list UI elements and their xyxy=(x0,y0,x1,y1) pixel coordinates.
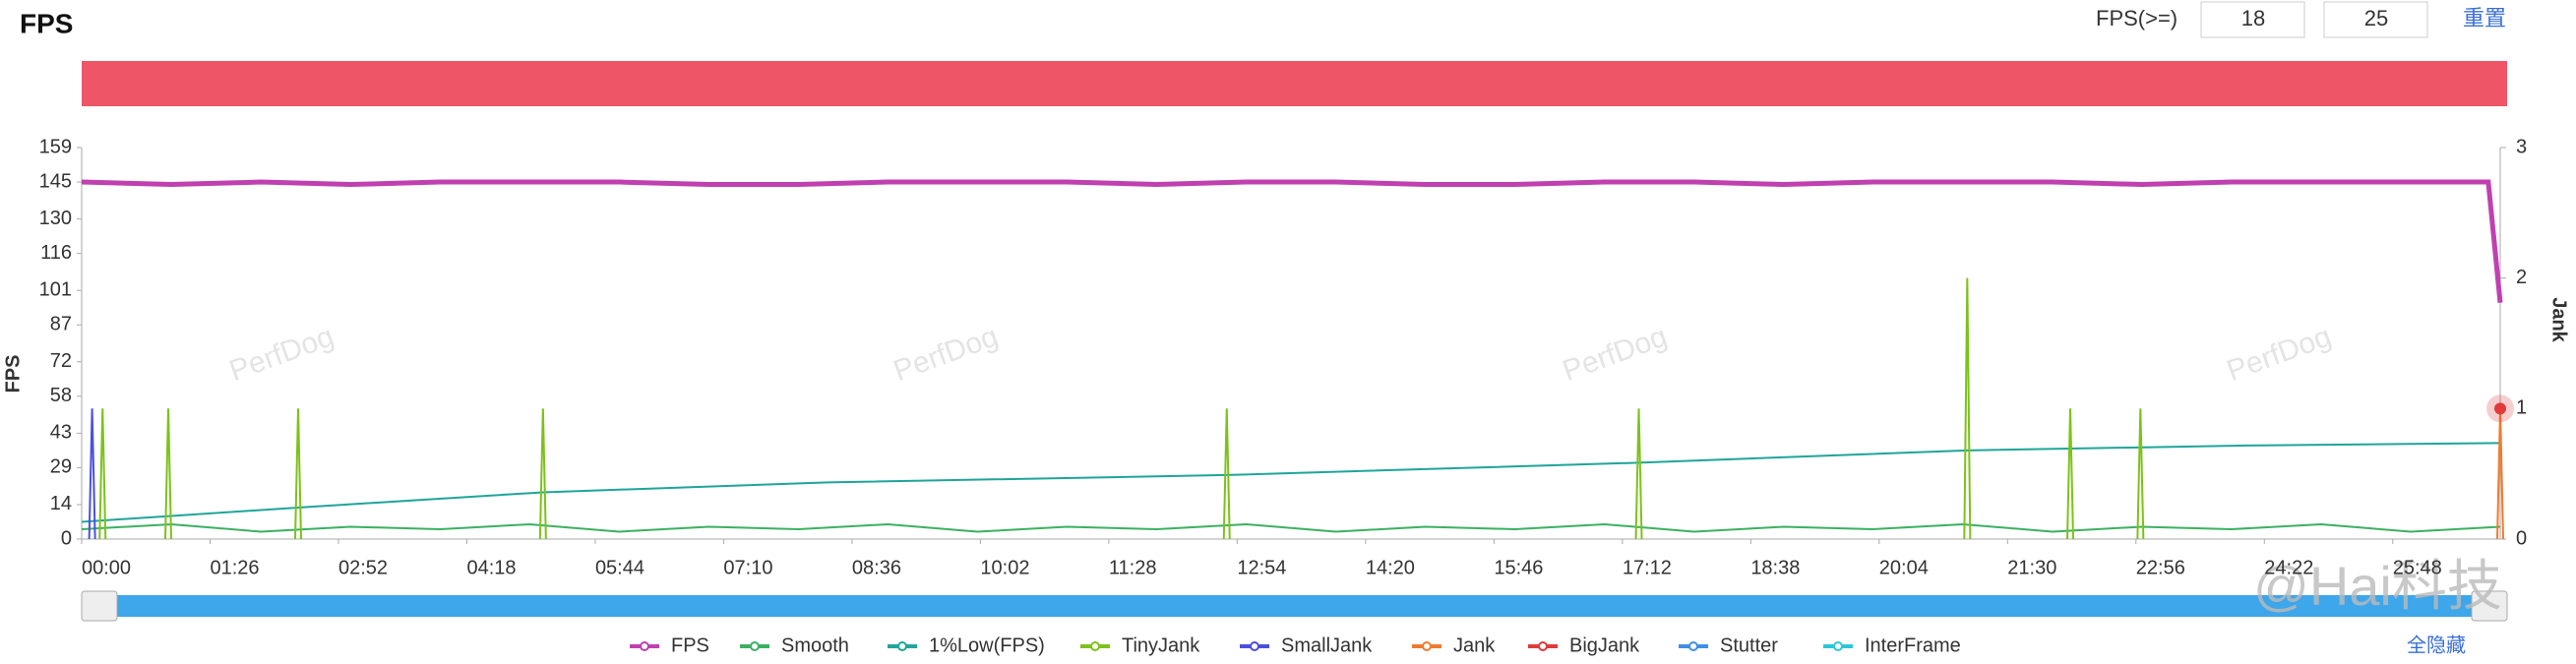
legend-label[interactable]: Jank xyxy=(1453,634,1496,656)
source-watermark: @Hai科技 xyxy=(2253,555,2502,617)
y-tick-label: 130 xyxy=(39,208,72,229)
y2-tick-label: 1 xyxy=(2516,397,2527,419)
scroll-handle[interactable] xyxy=(81,590,118,622)
legend-label[interactable]: TinyJank xyxy=(1122,634,1200,656)
legend-swatch[interactable] xyxy=(1688,641,1698,651)
legend-swatch[interactable] xyxy=(640,641,649,651)
jank-spike xyxy=(98,408,107,540)
reset-button[interactable]: 重置 xyxy=(2463,6,2506,30)
series-line xyxy=(81,522,2501,533)
threshold-input[interactable] xyxy=(2323,1,2428,38)
x-tick-label: 07:10 xyxy=(723,557,772,578)
x-tick-label: 04:18 xyxy=(466,557,516,578)
jank-dot xyxy=(2494,402,2506,415)
y2-axis-label: Jank xyxy=(2548,297,2570,342)
legend-swatch[interactable] xyxy=(1538,641,1548,651)
x-tick-label: 25:48 xyxy=(2393,557,2442,578)
legend-swatch[interactable] xyxy=(1833,641,1843,651)
y-tick-label: 101 xyxy=(39,278,72,300)
scrollbar[interactable] xyxy=(82,595,2507,617)
legend-label[interactable]: Stutter xyxy=(1720,634,1778,656)
legend-label[interactable]: InterFrame xyxy=(1865,634,1961,656)
y-tick-label: 58 xyxy=(50,385,72,406)
threshold-high: 25 xyxy=(2364,6,2388,30)
y-tick-label: 29 xyxy=(50,456,72,478)
y-tick-label: 0 xyxy=(61,527,72,549)
legend-swatch[interactable] xyxy=(1422,641,1432,651)
x-tick-label: 12:54 xyxy=(1237,557,1286,578)
series-line xyxy=(81,442,2501,523)
series-line xyxy=(81,179,2503,303)
y-tick-label: 159 xyxy=(39,136,72,157)
x-tick-label: 11:28 xyxy=(1109,557,1157,578)
jank-spike xyxy=(2066,408,2075,540)
x-tick-label: 15:46 xyxy=(1494,557,1543,578)
jank-spike xyxy=(88,408,96,540)
jank-spike xyxy=(1222,408,1231,540)
x-tick-label: 20:04 xyxy=(1879,557,1929,578)
hide-all-button[interactable]: 全隐藏 xyxy=(2407,634,2466,656)
threshold-label: FPS(>=) xyxy=(2096,6,2177,30)
legend-swatch[interactable] xyxy=(1090,641,1100,651)
x-tick-label: 02:52 xyxy=(338,557,388,578)
y-tick-label: 145 xyxy=(39,170,72,192)
legend-label[interactable]: 1%Low(FPS) xyxy=(929,634,1045,656)
y-tick-label: 43 xyxy=(50,422,72,444)
x-tick-label: 05:44 xyxy=(595,557,644,578)
chart-title: FPS xyxy=(20,8,73,38)
scroll-handle[interactable] xyxy=(2471,590,2508,622)
jank-spike xyxy=(2136,408,2145,540)
y2-tick-label: 0 xyxy=(2516,527,2527,549)
y-tick-label: 14 xyxy=(50,493,72,514)
x-tick-label: 21:30 xyxy=(2007,557,2056,578)
x-tick-label: 01:26 xyxy=(210,557,259,578)
legend-label[interactable]: BigJank xyxy=(1569,634,1640,656)
x-tick-label: 10:02 xyxy=(980,557,1029,578)
legend-swatch[interactable] xyxy=(897,641,907,651)
legend-swatch[interactable] xyxy=(1250,641,1259,651)
x-tick-label: 00:00 xyxy=(82,557,131,578)
jank-spike xyxy=(294,408,303,540)
x-tick-label: 22:56 xyxy=(2136,557,2185,578)
x-tick-label: 08:36 xyxy=(852,557,901,578)
x-tick-label: 18:38 xyxy=(1750,557,1800,578)
y2-tick-label: 2 xyxy=(2516,267,2527,288)
legend-swatch[interactable] xyxy=(750,641,760,651)
x-tick-label: 14:20 xyxy=(1366,557,1415,578)
x-tick-label: 24:22 xyxy=(2264,557,2313,578)
threshold-low: 18 xyxy=(2241,6,2265,30)
y-tick-label: 116 xyxy=(40,242,72,264)
y-tick-label: 87 xyxy=(50,314,72,335)
y2-tick-label: 3 xyxy=(2516,136,2527,157)
y-tick-label: 72 xyxy=(50,350,72,372)
y-axis-label: FPS xyxy=(2,355,24,393)
legend-label[interactable]: Smooth xyxy=(781,634,849,656)
legend-label[interactable]: SmallJank xyxy=(1281,634,1373,656)
jank-spike xyxy=(1963,277,1972,540)
jank-spike xyxy=(164,408,173,540)
legend-label[interactable]: FPS xyxy=(671,634,709,656)
threshold-input[interactable] xyxy=(2200,1,2305,38)
jank-spike xyxy=(1634,408,1643,540)
fps-threshold-bar xyxy=(82,61,2507,106)
x-tick-label: 17:12 xyxy=(1623,557,1672,578)
jank-spike xyxy=(538,408,547,540)
